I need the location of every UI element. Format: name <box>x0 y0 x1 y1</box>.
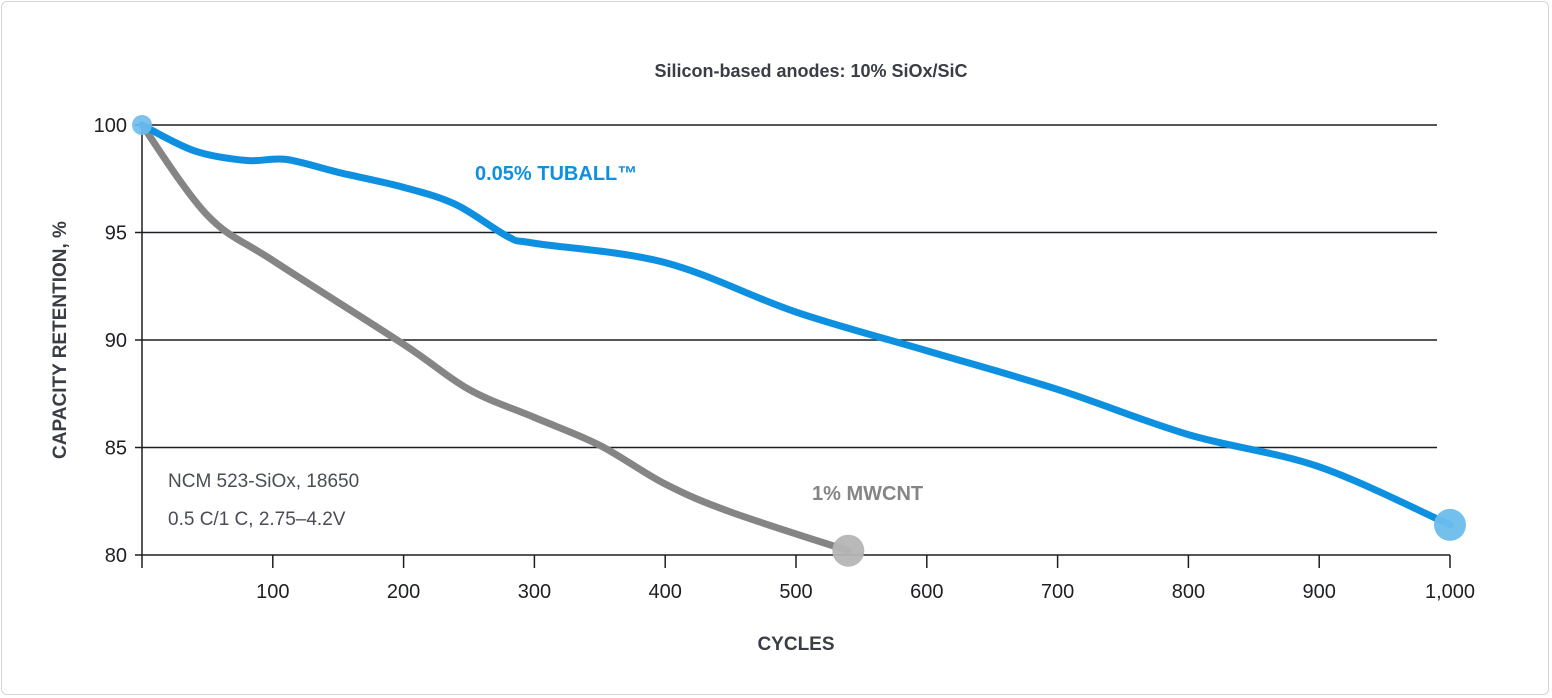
x-tick-label: 700 <box>1041 581 1074 603</box>
annotation-conditions: 0.5 C/1 C, 2.75–4.2V <box>168 509 346 530</box>
x-tick-label: 800 <box>1172 581 1205 603</box>
annotation-cell-type: NCM 523-SiOx, 18650 <box>168 471 359 492</box>
y-tick-label: 90 <box>105 330 127 352</box>
x-tick-label: 1,000 <box>1425 581 1475 603</box>
chart-title: Silicon-based anodes: 10% SiOx/SiC <box>654 61 967 81</box>
series-line-mwcnt <box>138 121 852 555</box>
series-line-tuball <box>138 121 1454 529</box>
end-marker-mwcnt <box>832 534 865 567</box>
legend-label-tuball: 0.05% TUBALL™ <box>475 163 637 185</box>
y-axis-label: CAPACITY RETENTION, % <box>50 221 71 459</box>
start-marker <box>132 115 152 135</box>
x-tick-label: 900 <box>1303 581 1336 603</box>
x-tick-label: 200 <box>387 581 420 603</box>
y-tick-label: 100 <box>94 115 127 137</box>
x-tick-label: 100 <box>256 581 289 603</box>
y-tick-label: 80 <box>105 545 127 567</box>
end-marker-tuball <box>1434 508 1466 541</box>
y-tick-label: 95 <box>105 223 127 245</box>
x-tick-label: 500 <box>779 581 812 603</box>
y-tick-label: 85 <box>105 438 127 460</box>
legend-label-mwcnt: 1% MWCNT <box>812 483 923 505</box>
x-tick-label: 300 <box>518 581 551 603</box>
x-tick-label: 400 <box>649 581 682 603</box>
x-tick-label: 600 <box>910 581 943 603</box>
x-axis-label: CYCLES <box>757 634 834 655</box>
